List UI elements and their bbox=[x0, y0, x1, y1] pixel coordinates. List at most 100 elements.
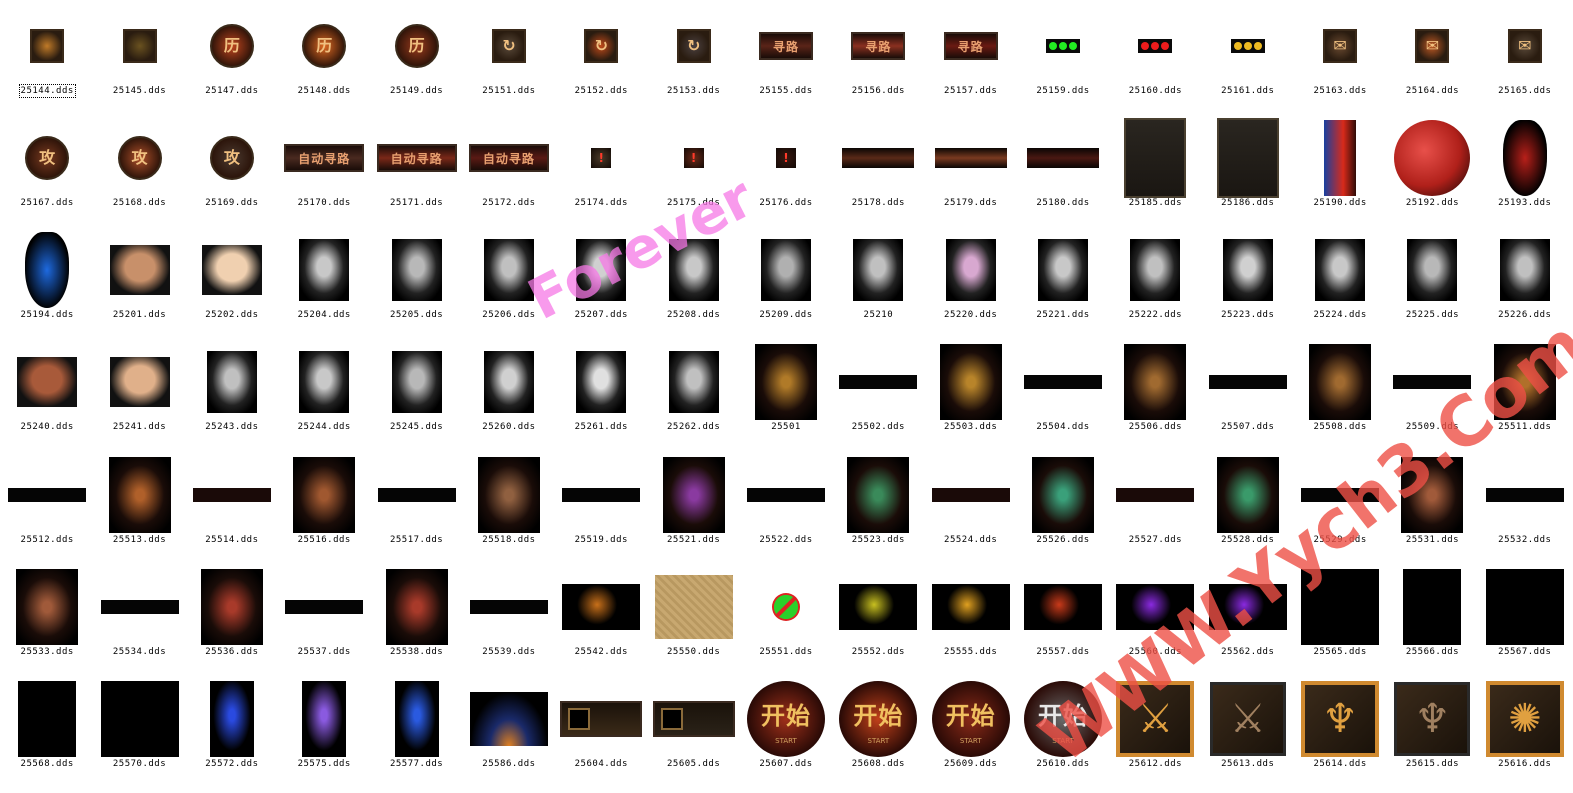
file-thumbnail-item[interactable]: 25502.dds bbox=[832, 344, 924, 456]
file-thumbnail-item[interactable]: 25207.dds bbox=[555, 232, 647, 344]
file-thumbnail-item[interactable]: ♆ 25615.dds bbox=[1386, 681, 1478, 793]
file-thumbnail-item[interactable]: 历 25149.dds bbox=[370, 8, 462, 120]
file-thumbnail-item[interactable]: 25160.dds bbox=[1109, 8, 1201, 120]
file-thumbnail-item[interactable]: 25512.dds bbox=[1, 457, 93, 569]
file-thumbnail-item[interactable]: 25524.dds bbox=[925, 457, 1017, 569]
file-thumbnail-item[interactable]: 25570.dds bbox=[93, 680, 185, 793]
file-thumbnail-item[interactable]: 25210 bbox=[832, 232, 924, 344]
file-thumbnail-item[interactable]: 25527.dds bbox=[1109, 457, 1201, 569]
file-thumbnail-item[interactable]: 开始 START 25608.dds bbox=[832, 680, 924, 793]
file-thumbnail-item[interactable]: 25180.dds bbox=[1017, 120, 1109, 232]
file-thumbnail-item[interactable]: 25223.dds bbox=[1202, 232, 1294, 344]
file-thumbnail-item[interactable]: 25226.dds bbox=[1479, 232, 1571, 344]
file-thumbnail-item[interactable]: 25501 bbox=[740, 344, 832, 456]
file-thumbnail-item[interactable]: ↻ 25153.dds bbox=[647, 8, 739, 120]
file-thumbnail-item[interactable]: 25550.dds bbox=[647, 569, 739, 681]
file-thumbnail-item[interactable]: 25144.dds bbox=[1, 8, 93, 120]
file-thumbnail-item[interactable]: ! 25176.dds bbox=[740, 120, 832, 232]
file-thumbnail-item[interactable]: 寻路 25157.dds bbox=[925, 8, 1017, 120]
file-thumbnail-item[interactable]: 25566.dds bbox=[1386, 568, 1478, 681]
file-thumbnail-item[interactable]: 25536.dds bbox=[186, 568, 278, 681]
file-thumbnail-item[interactable]: ✉ 25164.dds bbox=[1386, 8, 1478, 120]
file-thumbnail-item[interactable]: 25519.dds bbox=[555, 457, 647, 569]
file-thumbnail-item[interactable]: 25206.dds bbox=[463, 232, 555, 344]
file-thumbnail-item[interactable]: ↻ 25151.dds bbox=[463, 8, 555, 120]
file-thumbnail-item[interactable]: 历 25148.dds bbox=[278, 8, 370, 120]
file-thumbnail-item[interactable]: 25518.dds bbox=[463, 456, 555, 569]
file-thumbnail-item[interactable]: ✉ 25163.dds bbox=[1294, 8, 1386, 120]
file-thumbnail-item[interactable]: 25568.dds bbox=[1, 680, 93, 793]
file-thumbnail-item[interactable]: 25159.dds bbox=[1017, 8, 1109, 120]
file-thumbnail-item[interactable]: 开始 START 25610.dds bbox=[1017, 680, 1109, 793]
file-thumbnail-item[interactable]: 25243.dds bbox=[186, 344, 278, 456]
file-thumbnail-item[interactable]: 25526.dds bbox=[1017, 456, 1109, 569]
file-thumbnail-item[interactable]: 25202.dds bbox=[186, 232, 278, 344]
file-thumbnail-item[interactable]: 25178.dds bbox=[832, 120, 924, 232]
file-thumbnail-item[interactable]: 25221.dds bbox=[1017, 232, 1109, 344]
file-thumbnail-item[interactable]: 25179.dds bbox=[925, 120, 1017, 232]
file-thumbnail-item[interactable]: 25523.dds bbox=[832, 456, 924, 569]
file-thumbnail-item[interactable]: 25605.dds bbox=[647, 681, 739, 793]
file-thumbnail-item[interactable]: 25507.dds bbox=[1202, 344, 1294, 456]
file-thumbnail-item[interactable]: 25522.dds bbox=[740, 457, 832, 569]
file-thumbnail-item[interactable]: 25245.dds bbox=[370, 344, 462, 456]
file-thumbnail-item[interactable]: 25534.dds bbox=[93, 569, 185, 681]
file-thumbnail-item[interactable]: 25604.dds bbox=[555, 681, 647, 793]
file-thumbnail-item[interactable]: 25508.dds bbox=[1294, 344, 1386, 456]
file-thumbnail-item[interactable]: 25560.dds bbox=[1109, 569, 1201, 681]
file-thumbnail-item[interactable]: 25244.dds bbox=[278, 344, 370, 456]
file-thumbnail-item[interactable]: 25208.dds bbox=[647, 232, 739, 344]
file-thumbnail-item[interactable]: 25542.dds bbox=[555, 569, 647, 681]
file-thumbnail-item[interactable]: 25552.dds bbox=[832, 569, 924, 681]
file-thumbnail-item[interactable]: 25572.dds bbox=[186, 680, 278, 793]
file-thumbnail-item[interactable]: ! 25174.dds bbox=[555, 120, 647, 232]
file-thumbnail-item[interactable]: 25192.dds bbox=[1386, 120, 1478, 232]
file-thumbnail-item[interactable]: 25145.dds bbox=[93, 8, 185, 120]
file-thumbnail-item[interactable]: 25533.dds bbox=[1, 568, 93, 681]
file-thumbnail-item[interactable]: ! 25175.dds bbox=[647, 120, 739, 232]
file-thumbnail-item[interactable]: ⚔ 25612.dds bbox=[1109, 680, 1201, 793]
file-thumbnail-item[interactable]: 攻 25168.dds bbox=[93, 120, 185, 232]
file-thumbnail-item[interactable]: 25261.dds bbox=[555, 344, 647, 456]
file-thumbnail-item[interactable]: ✉ 25165.dds bbox=[1479, 8, 1571, 120]
file-thumbnail-item[interactable]: 25262.dds bbox=[647, 344, 739, 456]
file-thumbnail-item[interactable]: 历 25147.dds bbox=[186, 8, 278, 120]
file-thumbnail-item[interactable]: 25205.dds bbox=[370, 232, 462, 344]
file-thumbnail-item[interactable]: 25201.dds bbox=[93, 232, 185, 344]
file-thumbnail-item[interactable]: 25529.dds bbox=[1294, 457, 1386, 569]
file-thumbnail-item[interactable]: ♆ 25614.dds bbox=[1294, 680, 1386, 793]
file-thumbnail-item[interactable]: 25577.dds bbox=[370, 680, 462, 793]
file-thumbnail-item[interactable]: 25565.dds bbox=[1294, 568, 1386, 681]
file-thumbnail-item[interactable]: 25506.dds bbox=[1109, 344, 1201, 456]
file-thumbnail-item[interactable]: 25539.dds bbox=[463, 569, 555, 681]
file-thumbnail-item[interactable]: 25528.dds bbox=[1202, 456, 1294, 569]
file-thumbnail-item[interactable]: 自动寻路 25171.dds bbox=[370, 120, 462, 232]
file-thumbnail-item[interactable]: 25575.dds bbox=[278, 680, 370, 793]
file-thumbnail-item[interactable]: 25532.dds bbox=[1479, 457, 1571, 569]
file-thumbnail-item[interactable]: 25514.dds bbox=[186, 457, 278, 569]
file-thumbnail-item[interactable]: 25222.dds bbox=[1109, 232, 1201, 344]
file-thumbnail-item[interactable]: 25531.dds bbox=[1386, 456, 1478, 569]
file-thumbnail-item[interactable]: 攻 25169.dds bbox=[186, 120, 278, 232]
file-thumbnail-item[interactable]: 25551.dds bbox=[740, 569, 832, 681]
file-thumbnail-item[interactable]: 25562.dds bbox=[1202, 569, 1294, 681]
file-thumbnail-item[interactable]: 25224.dds bbox=[1294, 232, 1386, 344]
file-thumbnail-item[interactable]: 寻路 25155.dds bbox=[740, 8, 832, 120]
file-thumbnail-item[interactable]: ✺ 25616.dds bbox=[1479, 680, 1571, 793]
file-thumbnail-item[interactable]: 25194.dds bbox=[1, 232, 93, 344]
file-thumbnail-item[interactable]: 25161.dds bbox=[1202, 8, 1294, 120]
file-thumbnail-item[interactable]: 25185.dds bbox=[1109, 118, 1201, 232]
file-thumbnail-item[interactable]: 25260.dds bbox=[463, 344, 555, 456]
file-thumbnail-item[interactable]: 自动寻路 25170.dds bbox=[278, 120, 370, 232]
file-thumbnail-item[interactable]: 25503.dds bbox=[925, 344, 1017, 456]
file-thumbnail-item[interactable]: 25511.dds bbox=[1479, 344, 1571, 456]
file-thumbnail-item[interactable]: 25186.dds bbox=[1202, 118, 1294, 232]
file-thumbnail-item[interactable]: 25190.dds bbox=[1294, 120, 1386, 232]
file-thumbnail-item[interactable]: 25209.dds bbox=[740, 232, 832, 344]
file-thumbnail-item[interactable]: 25193.dds bbox=[1479, 120, 1571, 232]
file-thumbnail-item[interactable]: 25567.dds bbox=[1479, 568, 1571, 681]
file-thumbnail-item[interactable]: 25557.dds bbox=[1017, 569, 1109, 681]
file-thumbnail-item[interactable]: ⚔ 25613.dds bbox=[1202, 681, 1294, 793]
file-thumbnail-item[interactable]: 25504.dds bbox=[1017, 344, 1109, 456]
file-thumbnail-item[interactable]: 25537.dds bbox=[278, 569, 370, 681]
